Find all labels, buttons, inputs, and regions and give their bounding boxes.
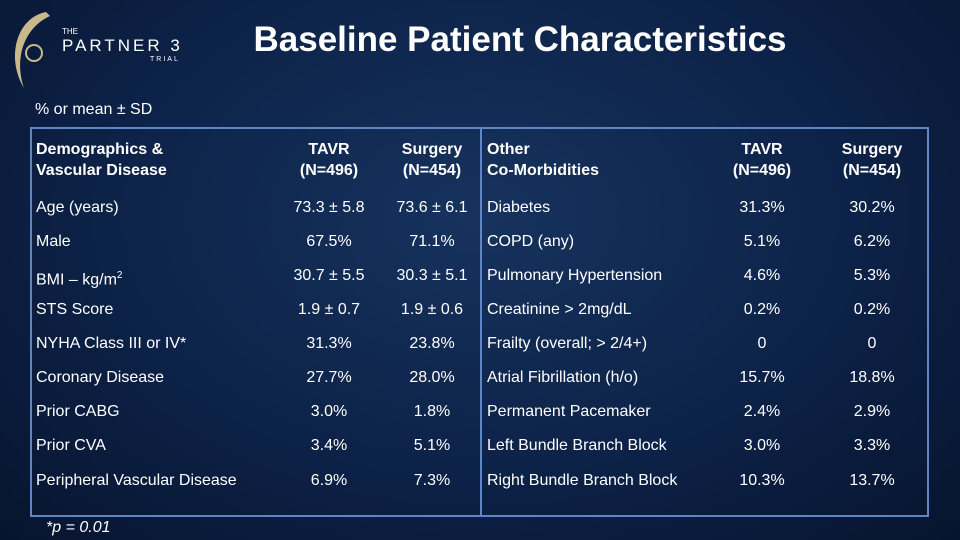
- cell-value: 30.7 ± 5.5: [293, 267, 365, 284]
- row-label: Permanent Pacemaker: [487, 402, 651, 422]
- row-label-text: Atrial Fibrillation (h/o): [487, 369, 639, 386]
- column-header: Other: [487, 141, 530, 158]
- row-label: Age (years): [36, 198, 119, 218]
- cell-value: 2.4%: [743, 403, 781, 420]
- cell-value: 27.7%: [306, 369, 352, 386]
- column-header: (N=454): [842, 162, 902, 179]
- column-header: (N=454): [402, 162, 462, 179]
- row-label-text: Diabetes: [487, 199, 551, 216]
- row-label-text: Peripheral Vascular Disease: [36, 472, 237, 489]
- cell-value: 3.3%: [853, 437, 891, 454]
- row-label: Left Bundle Branch Block: [487, 436, 667, 456]
- column-header: (N=496): [732, 162, 792, 179]
- cell-value: 5.1%: [743, 233, 781, 250]
- row-label: Male: [36, 232, 71, 252]
- cell-value: 67.5%: [306, 233, 352, 250]
- column-header: (N=496): [299, 162, 359, 179]
- cell-value: 5.1%: [413, 437, 451, 454]
- cell-value: 7.3%: [413, 472, 451, 489]
- cell-value: 5.3%: [853, 267, 891, 284]
- cell-value: 1.8%: [413, 403, 451, 420]
- row-label: Coronary Disease: [36, 368, 164, 388]
- row-label: NYHA Class III or IV*: [36, 334, 186, 354]
- cell-value: 73.3 ± 5.8: [293, 199, 365, 216]
- row-label: BMI – kg/m2: [36, 266, 122, 290]
- cell-value: 0: [867, 335, 877, 352]
- column-header: TAVR: [741, 141, 783, 158]
- row-label-text: NYHA Class III or IV*: [36, 335, 187, 352]
- row-label: Atrial Fibrillation (h/o): [487, 368, 638, 388]
- cell-value: 0: [757, 335, 767, 352]
- cell-value: 31.3%: [739, 199, 785, 216]
- row-label: Creatinine > 2mg/dL: [487, 300, 632, 320]
- cell-value: 2.9%: [853, 403, 891, 420]
- cell-value: 71.1%: [409, 233, 455, 250]
- row-label-text: STS Score: [36, 301, 114, 318]
- cell-value: 30.3 ± 5.1: [396, 267, 468, 284]
- column-header: Demographics &: [36, 141, 164, 158]
- row-label: Pulmonary Hypertension: [487, 266, 662, 286]
- row-label-text: Left Bundle Branch Block: [487, 437, 667, 454]
- row-label-text: Permanent Pacemaker: [487, 403, 651, 420]
- row-label: Peripheral Vascular Disease: [36, 471, 237, 491]
- cell-value: 3.4%: [310, 437, 348, 454]
- cell-value: 3.0%: [743, 437, 781, 454]
- row-label-text: COPD (any): [487, 233, 575, 250]
- row-label-text: Male: [36, 233, 71, 250]
- cell-value: 15.7%: [739, 369, 785, 386]
- cell-value: 10.3%: [739, 472, 785, 489]
- row-label-text: Creatinine > 2mg/dL: [487, 301, 632, 318]
- row-label: STS Score: [36, 300, 113, 320]
- row-label-text: Prior CVA: [36, 437, 106, 454]
- row-label: COPD (any): [487, 232, 574, 252]
- row-label-text: Right Bundle Branch Block: [487, 472, 678, 489]
- cell-value: 73.6 ± 6.1: [396, 199, 468, 216]
- column-header: Surgery: [841, 141, 903, 158]
- table-border: [30, 127, 929, 517]
- cell-value: 28.0%: [409, 369, 455, 386]
- title: Baseline Patient Characteristics: [253, 20, 787, 59]
- row-label: Diabetes: [487, 198, 550, 218]
- cell-value: 18.8%: [849, 369, 895, 386]
- cell-value: 13.7%: [849, 472, 895, 489]
- subtitle: % or mean ± SD: [35, 101, 153, 118]
- cell-value: 3.0%: [310, 403, 348, 420]
- cell-value: 30.2%: [849, 199, 895, 216]
- cell-value: 0.2%: [853, 301, 891, 318]
- row-label-text: Frailty (overall; > 2/4+): [487, 335, 648, 352]
- row-label-sup: 2: [116, 270, 123, 281]
- footnote: *p = 0.01: [46, 519, 111, 536]
- row-label: Prior CVA: [36, 436, 106, 456]
- logo-bottom: TRIAL: [150, 56, 180, 63]
- row-label: Right Bundle Branch Block: [487, 471, 677, 491]
- column-header: Vascular Disease: [36, 162, 167, 179]
- cell-value: 0.2%: [743, 301, 781, 318]
- cell-value: 6.9%: [310, 472, 348, 489]
- cell-value: 4.6%: [743, 267, 781, 284]
- row-label-text: Coronary Disease: [36, 369, 165, 386]
- cell-value: 1.9 ± 0.7: [297, 301, 361, 318]
- column-header: TAVR: [308, 141, 350, 158]
- cell-value: 23.8%: [409, 335, 455, 352]
- logo-swoosh: [15, 12, 50, 88]
- row-label: Frailty (overall; > 2/4+): [487, 334, 647, 354]
- row-label-text: Prior CABG: [36, 403, 120, 420]
- column-header: Co-Morbidities: [487, 162, 599, 179]
- row-label-text: Age (years): [36, 199, 119, 216]
- cell-value: 1.9 ± 0.6: [400, 301, 464, 318]
- table-divider: [480, 127, 482, 517]
- row-label-text: Pulmonary Hypertension: [487, 267, 663, 284]
- cell-value: 6.2%: [853, 233, 891, 250]
- row-label: Prior CABG: [36, 402, 120, 422]
- cell-value: 31.3%: [306, 335, 352, 352]
- column-header: Surgery: [401, 141, 463, 158]
- logo-top: THE: [62, 27, 78, 36]
- logo-name: PARTNER 3: [62, 36, 183, 55]
- row-label-text: BMI – kg/m: [36, 271, 117, 289]
